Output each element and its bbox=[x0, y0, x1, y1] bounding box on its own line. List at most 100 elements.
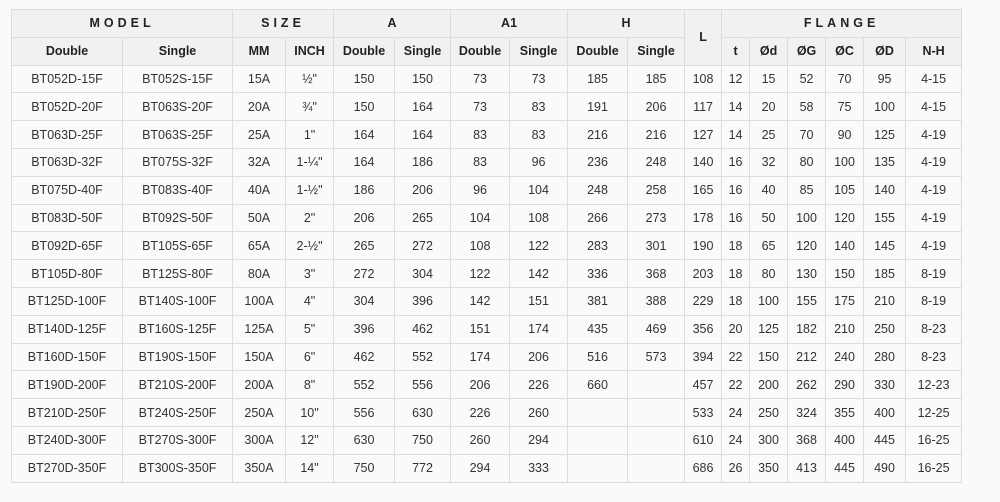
table-cell: 248 bbox=[627, 147, 686, 177]
table-cell: 178 bbox=[684, 203, 723, 233]
table-cell: 80 bbox=[787, 147, 827, 177]
table-cell: 83 bbox=[450, 120, 511, 149]
table-cell: 304 bbox=[333, 286, 396, 316]
table-cell: 413 bbox=[787, 453, 827, 483]
table-cell: 260 bbox=[509, 398, 569, 427]
table-cell: 165 bbox=[684, 175, 723, 205]
table-cell: BT083S-40F bbox=[121, 175, 234, 205]
header-l: L bbox=[684, 9, 723, 66]
sub-header-cell: Double bbox=[567, 36, 629, 66]
table-cell: BT105S-65F bbox=[121, 231, 234, 261]
sub-header-row: Double Single MM INCH Double Single Double Sing… bbox=[11, 36, 963, 66]
sub-header-cell: ØD bbox=[863, 36, 907, 66]
table-cell: 5" bbox=[285, 314, 335, 344]
table-cell: 8" bbox=[285, 370, 335, 400]
table-cell: 490 bbox=[863, 453, 907, 483]
table-cell: 272 bbox=[394, 231, 452, 261]
table-cell: 630 bbox=[333, 425, 396, 455]
table-cell: 750 bbox=[333, 453, 396, 483]
table-cell: 350 bbox=[749, 453, 789, 483]
table-cell: 191 bbox=[567, 92, 629, 122]
table-cell: 150 bbox=[825, 259, 865, 288]
table-cell: 90 bbox=[825, 120, 865, 149]
table-cell: 70 bbox=[825, 64, 865, 94]
table-cell: 15A bbox=[232, 64, 287, 94]
table-cell: BT210S-200F bbox=[121, 370, 234, 400]
table-cell: 150A bbox=[232, 342, 287, 372]
table-cell: 122 bbox=[509, 231, 569, 261]
table-cell: 248 bbox=[567, 175, 629, 205]
table-cell: 336 bbox=[567, 259, 629, 288]
table-cell: 96 bbox=[450, 175, 511, 205]
table-cell: 304 bbox=[394, 259, 452, 288]
table-cell: 368 bbox=[787, 425, 827, 455]
table-cell: 16-25 bbox=[905, 425, 963, 455]
table-cell: 516 bbox=[567, 342, 629, 372]
table-cell: 142 bbox=[450, 286, 511, 316]
table-cell: 265 bbox=[333, 231, 396, 261]
table-cell: 210 bbox=[825, 314, 865, 344]
table-cell: 556 bbox=[394, 370, 452, 400]
table-cell: BT270S-300F bbox=[121, 425, 234, 455]
table-cell: 236 bbox=[567, 147, 629, 177]
table-cell: 8-19 bbox=[905, 286, 963, 316]
table-cell: 273 bbox=[627, 203, 686, 233]
table-cell: 150 bbox=[394, 64, 452, 94]
table-cell: 150 bbox=[333, 64, 396, 94]
table-cell: 125A bbox=[232, 314, 287, 344]
table-cell: 18 bbox=[721, 231, 751, 261]
table-cell: 226 bbox=[450, 398, 511, 427]
table-cell: 445 bbox=[863, 425, 907, 455]
table-cell: 1-½" bbox=[285, 175, 335, 205]
sub-header-cell: Ød bbox=[749, 36, 789, 66]
table-cell: 8-19 bbox=[905, 259, 963, 288]
table-cell: 174 bbox=[509, 314, 569, 344]
table-cell: 394 bbox=[684, 342, 723, 372]
table-cell: 4-19 bbox=[905, 175, 963, 205]
table-cell: 18 bbox=[721, 286, 751, 316]
sub-header-cell: Double bbox=[333, 36, 396, 66]
table-cell: 435 bbox=[567, 314, 629, 344]
table-cell: 16 bbox=[721, 147, 751, 177]
table-cell: 300 bbox=[749, 425, 789, 455]
table-row: BT210D-250F BT240S-250F 250A 10" 556 630 226 26… bbox=[11, 398, 963, 427]
table-row: BT063D-25F BT063S-25F 25A 1" 164 164 83 83 216 21… bbox=[11, 120, 963, 149]
table-cell: 24 bbox=[721, 398, 751, 427]
table-cell: 206 bbox=[509, 342, 569, 372]
table-cell: 50 bbox=[749, 203, 789, 233]
table-cell: 1" bbox=[285, 120, 335, 149]
table-cell: 120 bbox=[787, 231, 827, 261]
table-cell: 25 bbox=[749, 120, 789, 149]
table-cell: 174 bbox=[450, 342, 511, 372]
table-cell: BT075S-32F bbox=[121, 147, 234, 177]
table-cell: 8-23 bbox=[905, 342, 963, 372]
table-cell: 16 bbox=[721, 203, 751, 233]
table-cell: 15 bbox=[749, 64, 789, 94]
table-cell: 83 bbox=[509, 120, 569, 149]
table-cell: 80A bbox=[232, 259, 287, 288]
table-cell bbox=[567, 425, 629, 455]
table-cell: 772 bbox=[394, 453, 452, 483]
table-cell: 240 bbox=[825, 342, 865, 372]
table-cell: 206 bbox=[394, 175, 452, 205]
sub-header-cell: MM bbox=[232, 36, 287, 66]
table-cell: 533 bbox=[684, 398, 723, 427]
table-cell: 226 bbox=[509, 370, 569, 400]
table-cell: 108 bbox=[684, 64, 723, 94]
sub-header-cell: Double bbox=[450, 36, 511, 66]
specification-table: MODEL SIZE A A1 H L FLANGE Double Single M… bbox=[10, 9, 963, 483]
table-cell: 3" bbox=[285, 259, 335, 288]
table-cell: 65 bbox=[749, 231, 789, 261]
table-cell: 396 bbox=[394, 286, 452, 316]
table-cell: 8-23 bbox=[905, 314, 963, 344]
table-cell: 200A bbox=[232, 370, 287, 400]
table-cell: 610 bbox=[684, 425, 723, 455]
table-cell: 50A bbox=[232, 203, 287, 233]
table-cell: 130 bbox=[787, 259, 827, 288]
table-cell: 4-19 bbox=[905, 120, 963, 149]
table-cell: 127 bbox=[684, 120, 723, 149]
table-cell: 272 bbox=[333, 259, 396, 288]
header-h: H bbox=[567, 9, 686, 38]
table-cell: 120 bbox=[825, 203, 865, 233]
table-cell: BT063D-25F bbox=[11, 120, 123, 149]
